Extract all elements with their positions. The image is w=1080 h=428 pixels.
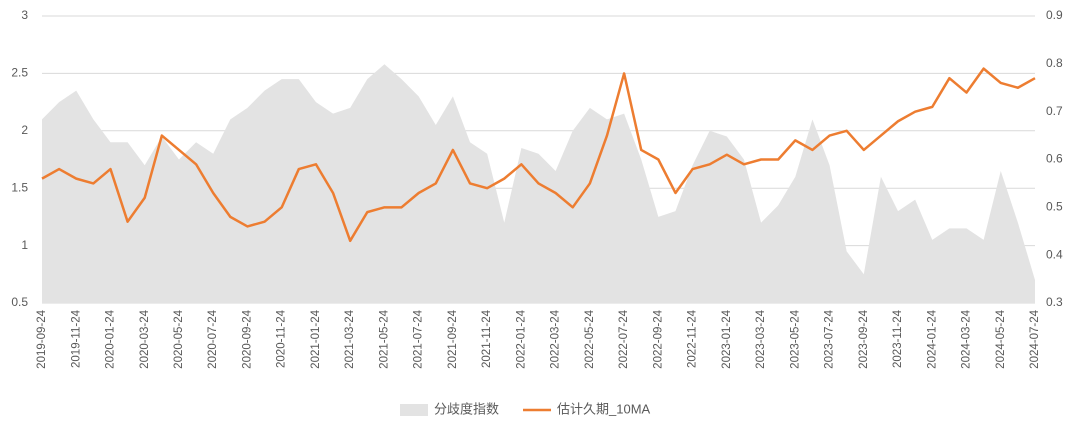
x-tick-label: 2021-07-24 (413, 309, 425, 368)
x-tick-label: 2022-03-24 (550, 309, 562, 368)
x-tick-label: 2023-11-24 (892, 309, 904, 368)
x-tick-label: 2023-03-24 (755, 309, 767, 368)
y-tick-label: 0.5 (11, 295, 28, 309)
y2-tick-label: 0.6 (1046, 152, 1063, 166)
y2-tick-label: 0.5 (1046, 200, 1063, 214)
x-tick-label: 2023-07-24 (824, 309, 836, 368)
x-tick-label: 2021-11-24 (481, 309, 493, 368)
x-tick-label: 2023-01-24 (721, 309, 733, 368)
x-tick-label: 2020-01-24 (105, 309, 117, 368)
x-tick-label: 2020-11-24 (276, 309, 288, 368)
x-tick-label: 2020-09-24 (241, 309, 253, 368)
x-tick-label: 2021-09-24 (447, 309, 459, 368)
y-tick-label: 3 (21, 8, 28, 22)
x-tick-label: 2022-01-24 (515, 309, 527, 368)
y-tick-label: 2 (21, 123, 28, 137)
x-tick-label: 2024-01-24 (926, 309, 938, 368)
x-tick-label: 2021-03-24 (344, 309, 356, 368)
y-tick-label: 2.5 (11, 66, 28, 80)
x-tick-label: 2019-09-24 (36, 309, 48, 368)
legend-label: 估计久期_10MA (557, 401, 651, 416)
x-tick-label: 2024-03-24 (961, 309, 973, 368)
y2-tick-label: 0.8 (1046, 56, 1063, 70)
y2-tick-label: 0.4 (1046, 247, 1063, 261)
x-tick-label: 2024-05-24 (995, 309, 1007, 368)
y-tick-label: 1.5 (11, 180, 28, 194)
x-tick-label: 2019-11-24 (70, 309, 82, 368)
y2-tick-label: 0.7 (1046, 104, 1063, 118)
x-tick-label: 2021-01-24 (310, 309, 322, 368)
legend-swatch (400, 404, 428, 416)
x-tick-label: 2023-05-24 (789, 309, 801, 368)
x-tick-label: 2022-07-24 (618, 309, 630, 368)
x-tick-label: 2020-03-24 (139, 309, 151, 368)
y2-tick-label: 0.3 (1046, 295, 1063, 309)
x-tick-label: 2020-07-24 (207, 309, 219, 368)
y-tick-label: 1 (21, 238, 28, 252)
y2-tick-label: 0.9 (1046, 8, 1063, 22)
x-tick-label: 2023-09-24 (858, 309, 870, 368)
x-tick-label: 2022-11-24 (687, 309, 699, 368)
line (41, 67, 1036, 243)
legend-label: 分歧度指数 (434, 401, 499, 416)
x-tick-label: 2022-05-24 (584, 309, 596, 368)
x-tick-label: 2024-07-24 (1029, 309, 1041, 368)
x-tick-label: 2020-05-24 (173, 309, 185, 368)
x-tick-label: 2022-09-24 (652, 309, 664, 368)
x-tick-label: 2021-05-24 (378, 309, 390, 368)
